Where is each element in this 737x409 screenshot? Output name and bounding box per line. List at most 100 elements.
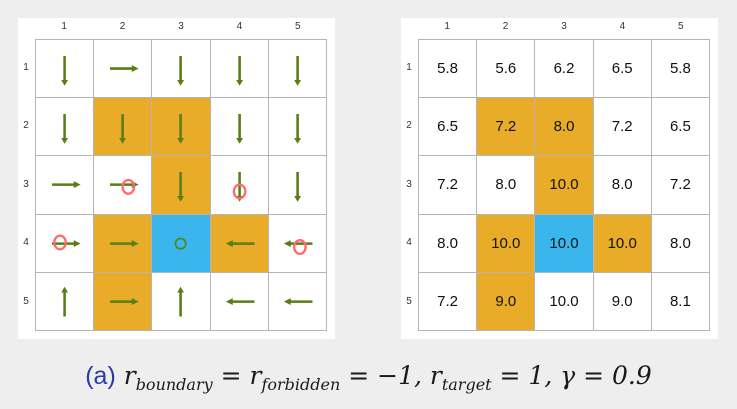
state-value: 7.2 (437, 176, 459, 194)
arrow-down-icon (235, 56, 243, 86)
arrow-right-icon (110, 297, 139, 305)
stay-circle-icon (174, 237, 187, 250)
row-labels: 1 2 3 4 5 (18, 39, 34, 331)
grid-cell (268, 98, 327, 157)
row-label: 5 (406, 295, 412, 307)
grid-cell (94, 40, 153, 99)
arrow-up-icon (177, 286, 185, 317)
arrow-down-icon (177, 114, 185, 144)
state-value: 5.8 (437, 60, 459, 78)
grid-cell: 8.0 (477, 156, 536, 215)
column-label: 4 (236, 21, 243, 32)
grid-cell (268, 40, 327, 99)
arrow-down-icon (61, 56, 69, 86)
arrow-left-icon (283, 239, 313, 247)
arrow-right-icon (110, 239, 139, 247)
state-value: 8.1 (669, 292, 691, 310)
state-value: 6.5 (437, 118, 459, 136)
grid-cell: 7.2 (593, 98, 652, 157)
arrow-left-icon (283, 297, 313, 305)
caption-sub-forbidden: forbidden (261, 375, 341, 394)
row-labels: 1 2 3 4 5 (401, 39, 417, 331)
grid-cell: 8.0 (535, 98, 594, 157)
grid-cell (268, 272, 327, 331)
column-label: 2 (119, 21, 126, 32)
arrow-right-icon (52, 181, 81, 189)
grid-cell (210, 272, 269, 331)
grid-cell: 6.5 (593, 40, 652, 99)
state-value: 6.5 (611, 60, 633, 78)
grid-cell (94, 272, 153, 331)
state-value: 8.0 (611, 176, 633, 194)
state-value: 8.0 (437, 234, 459, 252)
grid-cell (94, 214, 153, 273)
grid-cell (36, 214, 95, 273)
policy-grid (35, 39, 327, 331)
grid-cell: 6.5 (651, 98, 710, 157)
column-label: 1 (444, 21, 450, 32)
grid-cell (268, 214, 327, 273)
grid-cell: 9.0 (477, 272, 536, 331)
row-label: 5 (23, 295, 29, 307)
grid-cell (210, 156, 269, 215)
arrow-down-icon (119, 114, 127, 144)
grid-cell: 6.5 (419, 98, 478, 157)
state-value: 7.2 (495, 118, 517, 136)
value-grid-panel: 1 2 3 4 5 1 2 3 4 5 5.8 5.6 6.2 6.5 5.8 6.5 7.2 8.0 7.2 6… (401, 18, 718, 339)
grid-cell: 7.2 (419, 156, 478, 215)
caption-r: r (429, 361, 442, 390)
state-value: 6.5 (669, 118, 691, 136)
arrow-right-icon (110, 65, 139, 73)
arrow-down-icon (293, 172, 301, 203)
grid-cell: 7.2 (477, 98, 536, 157)
caption-r: r (249, 361, 262, 390)
arrow-down-icon (61, 114, 69, 144)
row-label: 4 (406, 237, 412, 249)
grid-cell (152, 40, 211, 99)
grid-cell (36, 98, 95, 157)
stay-circle-icon (121, 179, 136, 196)
grid-cell (152, 156, 211, 215)
caption-sub-boundary: boundary (135, 375, 213, 394)
grid-cell (36, 40, 95, 99)
stay-circle-icon (232, 183, 247, 200)
column-label: 5 (678, 21, 684, 32)
column-label: 3 (561, 21, 567, 32)
state-value: 9.0 (611, 292, 633, 310)
row-label: 4 (23, 237, 29, 249)
caption-sub-target: target (441, 375, 492, 394)
row-label: 3 (23, 178, 29, 190)
grid-cell (152, 214, 211, 273)
row-label: 1 (23, 62, 29, 73)
grid-cell: 7.2 (419, 272, 478, 331)
column-label: 2 (502, 21, 509, 32)
row-label: 3 (406, 178, 412, 190)
grid-cell (94, 156, 153, 215)
state-value: 10.0 (607, 234, 637, 252)
grid-cell (210, 214, 269, 273)
column-label: 5 (295, 21, 301, 32)
arrow-down-icon (293, 56, 301, 86)
state-value: 8.0 (669, 234, 691, 252)
grid-cell: 8.0 (419, 214, 478, 273)
grid-cell: 6.2 (535, 40, 594, 99)
state-value: 9.0 (495, 292, 517, 310)
state-value: 10.0 (491, 234, 521, 252)
grid-cell (210, 40, 269, 99)
arrow-down-icon (293, 114, 301, 144)
grid-cell (210, 98, 269, 157)
arrow-up-icon (61, 286, 69, 317)
caption-eq-one: = 1, (491, 361, 561, 390)
grid-cell (152, 272, 211, 331)
grid-cell: 10.0 (477, 214, 536, 273)
arrow-right-icon (52, 239, 81, 247)
state-value-grid: 5.8 5.6 6.2 6.5 5.8 6.5 7.2 8.0 7.2 6.5 7.2 8.0 10.0… (418, 39, 710, 331)
caption-r: r (123, 361, 136, 390)
arrow-down-icon (177, 56, 185, 86)
state-value: 7.2 (437, 292, 459, 310)
state-value: 10.0 (549, 292, 579, 310)
arrow-left-icon (225, 239, 255, 247)
state-value: 7.2 (611, 118, 633, 136)
grid-cell (268, 156, 327, 215)
grid-cell (152, 98, 211, 157)
